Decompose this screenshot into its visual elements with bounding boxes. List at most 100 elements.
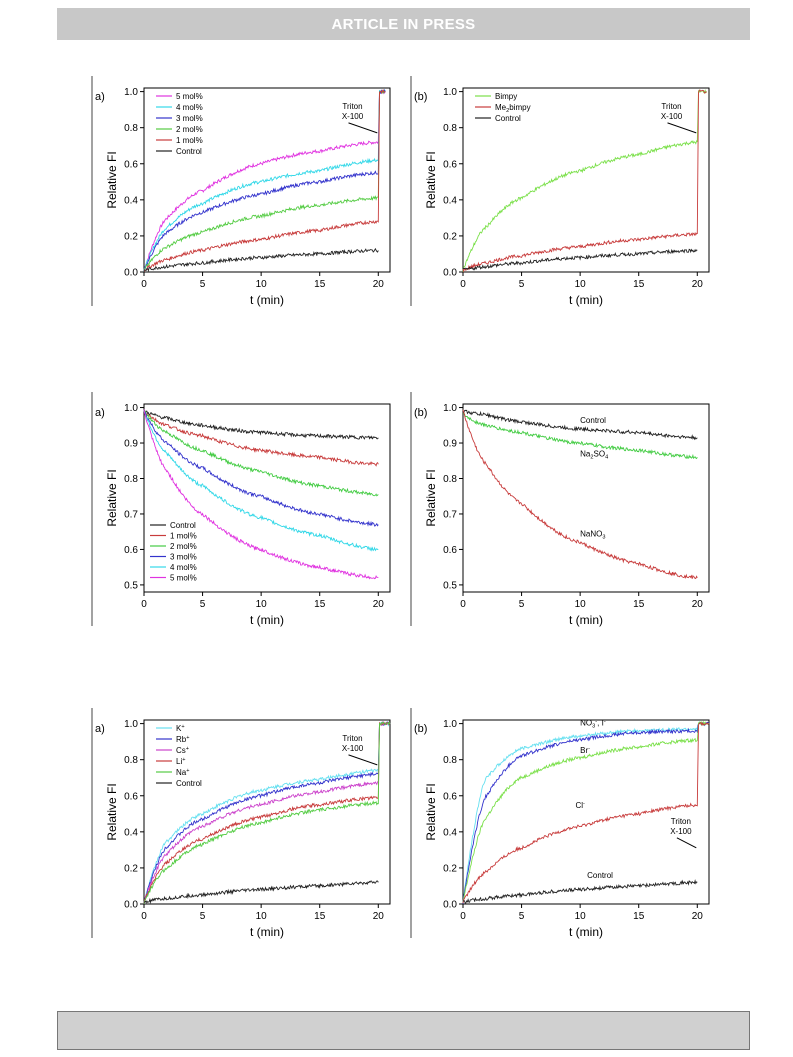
y-tick-label: 0.6 [124,791,138,802]
x-tick-label: 20 [692,599,704,610]
y-axis-label: Relative FI [424,469,438,526]
plot-frame [462,87,710,273]
x-tick-label: 10 [575,911,587,922]
panel-label: (b) [414,723,427,735]
series-line [143,410,379,527]
x-tick-label: 20 [373,911,385,922]
plot-frame [143,403,391,593]
x-tick-label: 0 [141,911,147,922]
y-tick-label: 1.0 [124,403,138,414]
panel-label: a) [95,723,105,735]
series-line [462,409,698,441]
x-axis-label: t (min) [569,293,603,307]
y-tick-label: 0.0 [443,268,457,279]
annotation-text: Triton [342,734,362,743]
series-line [462,89,707,273]
legend-entry: Control [176,779,202,788]
annotation-text: Triton [661,102,681,111]
series-line [143,410,379,467]
series-line [462,721,710,904]
series-line [143,88,386,270]
y-tick-label: 0.4 [124,195,138,206]
x-tick-label: 5 [200,599,206,610]
legend-entry: 3 mol% [170,553,197,562]
chart-panel-2: (b) 0 5 10 15 20 0.0 0.2 0.4 0.6 0.8 1.0 t (min) Rela… [410,76,710,307]
y-tick-label: 0.0 [124,268,138,279]
x-tick-label: 0 [141,279,147,290]
legend-entry: 1 mol% [176,136,203,145]
chart-panel-6: (b) 0 5 10 15 20 0.0 0.2 0.4 0.6 0.8 1.0 t (min) Rela… [410,708,710,939]
panel-label: a) [95,91,105,103]
y-tick-label: 0.4 [443,827,457,838]
annotation-arrow [667,122,697,134]
plot-frame [143,719,391,905]
legend-entry: Me2bimpy [495,103,531,114]
x-tick-label: 15 [633,279,645,290]
y-tick-label: 0.6 [443,791,457,802]
y-tick-label: 0.8 [124,474,138,485]
x-tick-label: 5 [519,599,525,610]
annotation-text: X-100 [342,744,364,753]
y-tick-label: 0.9 [124,439,138,450]
x-tick-label: 10 [256,279,268,290]
series-line [143,410,379,552]
y-tick-label: 0.5 [443,580,457,591]
y-tick-label: 0.8 [124,123,138,134]
series-line [143,89,386,271]
x-tick-label: 5 [200,911,206,922]
x-tick-label: 10 [256,911,268,922]
annotation-text: X-100 [661,112,683,121]
y-tick-label: 1.0 [443,719,457,730]
y-tick-label: 0.5 [124,580,138,591]
series-line [462,409,698,580]
y-tick-label: 0.9 [443,439,457,450]
annotation-text: X-100 [342,112,364,121]
legend-entry: Control [495,114,521,123]
x-tick-label: 5 [519,279,525,290]
y-tick-label: 0.6 [124,545,138,556]
x-tick-label: 10 [575,279,587,290]
x-tick-label: 20 [692,279,704,290]
series-line [143,90,386,271]
y-tick-label: 0.2 [443,231,457,242]
legend-entry: Na+ [176,768,190,777]
y-tick-label: 1.0 [124,87,138,98]
plot-frame [462,403,710,593]
chart-panel-1: a) 0 5 10 15 20 0.0 0.2 0.4 0.6 0.8 1.0 t (min) Relat… [91,76,391,307]
series-label: NaNO3 [580,529,605,540]
series-line [143,89,386,272]
legend-entry: Li+ [176,757,186,766]
y-axis-label: Relative FI [105,783,119,840]
y-tick-label: 1.0 [443,87,457,98]
y-tick-label: 0.0 [124,900,138,911]
legend-entry: 2 mol% [170,542,197,551]
panel-label: (b) [414,91,427,103]
x-tick-label: 0 [460,911,466,922]
panel-label: a) [95,407,105,419]
legend-entry: Control [170,521,196,530]
annotation-arrow [676,837,697,849]
article-in-press-banner: ARTICLE IN PRESS [57,8,750,40]
x-tick-label: 15 [314,599,326,610]
legend-entry: 2 mol% [176,125,203,134]
x-tick-label: 5 [519,911,525,922]
y-tick-label: 0.7 [443,509,457,520]
annotation-arrow [348,122,378,134]
x-tick-label: 10 [256,599,268,610]
chart-panel-5: a) 0 5 10 15 20 0.0 0.2 0.4 0.6 0.8 1.0 t (min) Relat… [91,708,391,939]
y-tick-label: 0.6 [443,545,457,556]
series-label: Br- [580,746,590,755]
x-tick-label: 5 [200,279,206,290]
series-line [143,721,391,904]
y-tick-label: 0.0 [443,900,457,911]
legend-entry: 4 mol% [170,563,197,572]
series-line [143,720,391,902]
annotation-arrow [348,754,378,766]
y-axis-label: Relative FI [424,151,438,208]
y-tick-label: 0.2 [124,863,138,874]
series-line [143,410,379,497]
chart-panel-3: a) 0 5 10 15 20 0.5 0.6 0.7 0.8 0.9 1.0 t (min) Relat… [91,392,391,627]
y-tick-label: 0.6 [443,159,457,170]
